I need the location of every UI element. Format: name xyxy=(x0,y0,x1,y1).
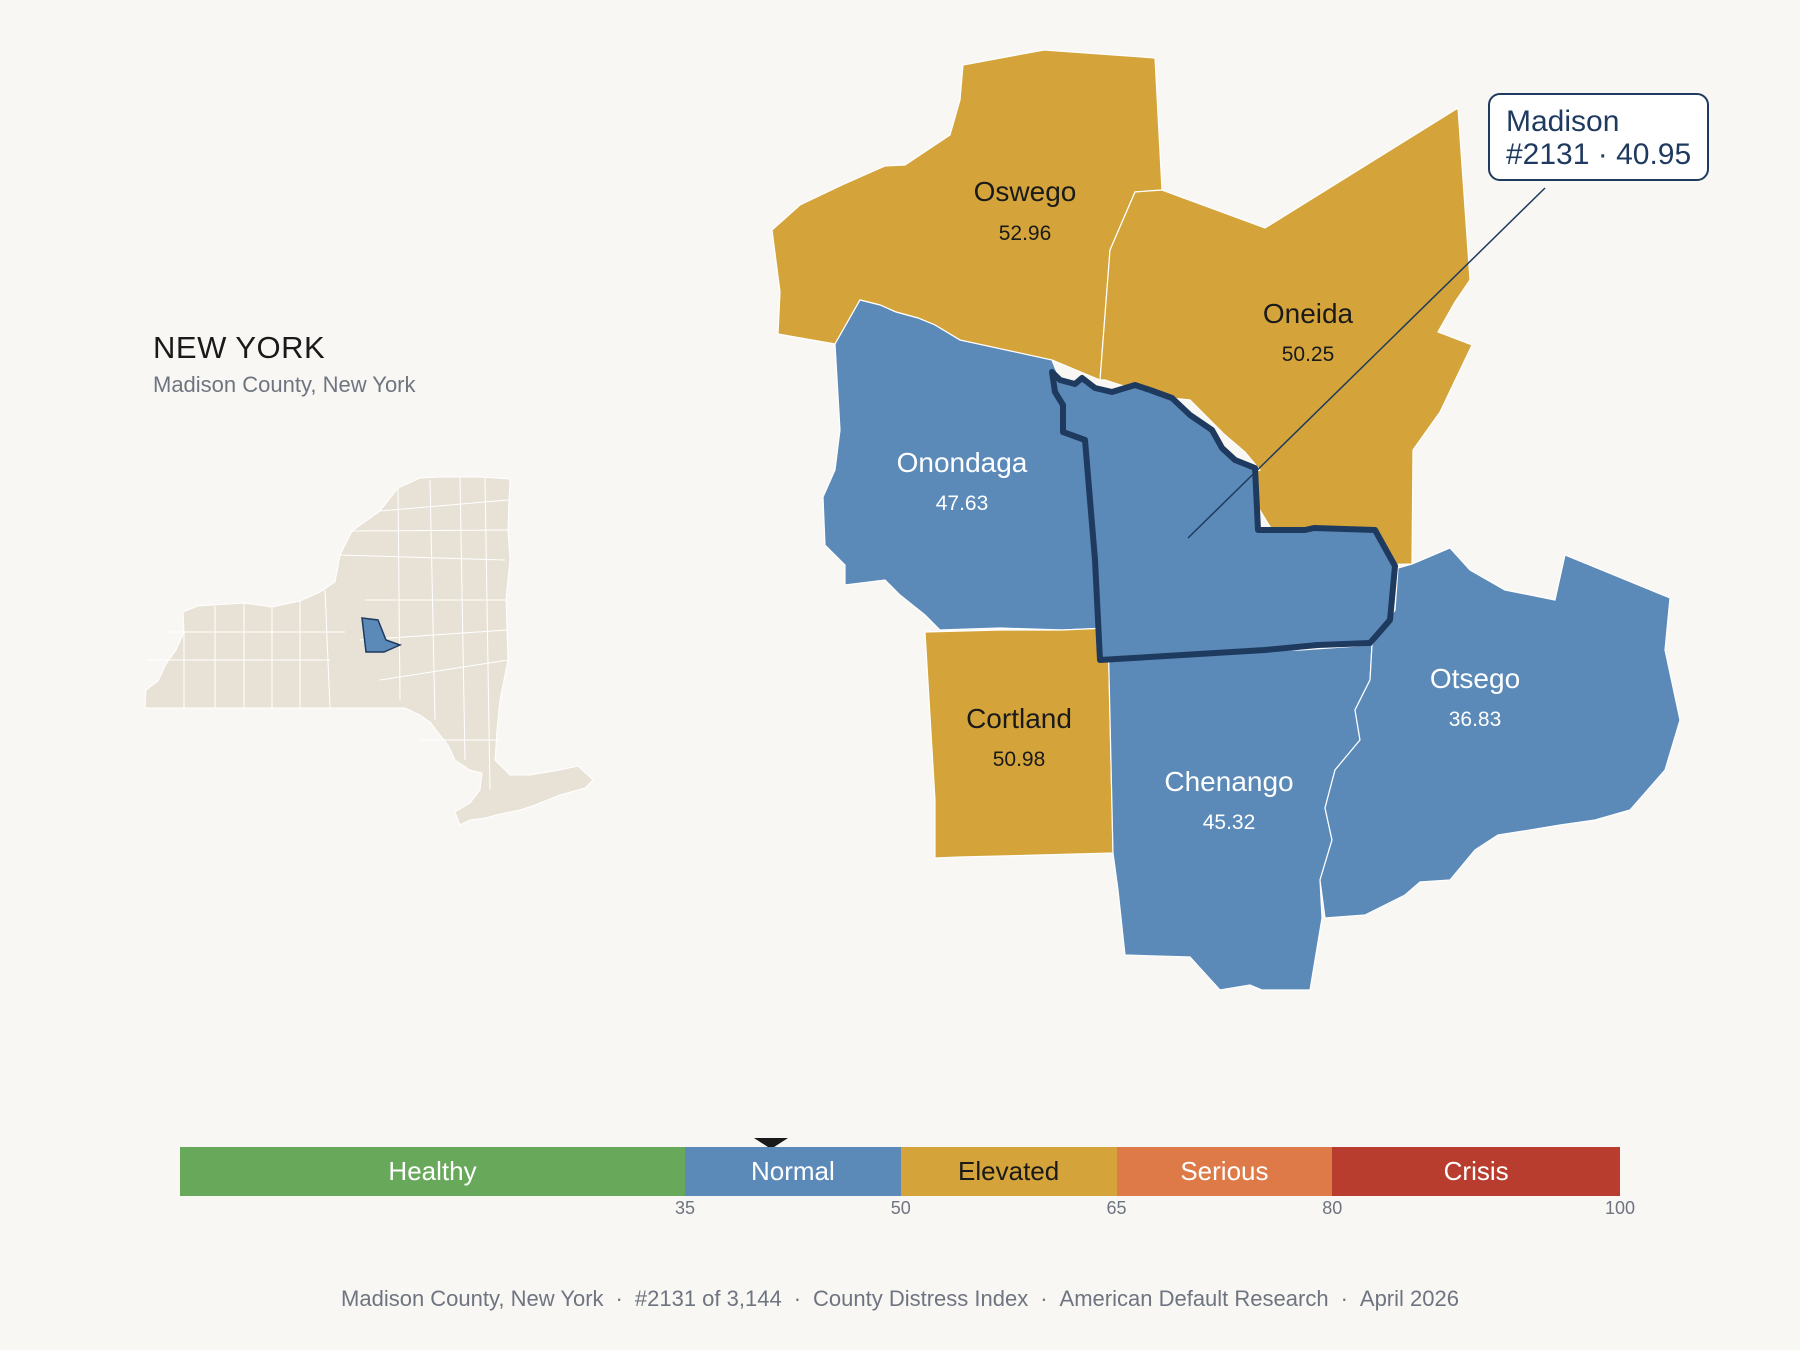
footer-credits: Madison County, New York · #2131 of 3,144 ·… xyxy=(0,1286,1800,1312)
county-name-otsego: Otsego xyxy=(1430,663,1520,694)
legend-tick-label: 80 xyxy=(1322,1198,1343,1218)
inset-highlight-madison xyxy=(361,617,403,653)
county-value-oswego: 52.96 xyxy=(999,222,1052,245)
county-name-cortland: Cortland xyxy=(966,703,1072,734)
inset-county-lines xyxy=(146,477,509,791)
state-subtitle: Madison County, New York xyxy=(153,372,416,397)
legend-segment-serious: Serious xyxy=(1116,1147,1333,1196)
footer-separator: · xyxy=(615,1286,623,1311)
footer-item: April 2026 xyxy=(1359,1286,1459,1311)
legend-tick-label: 35 xyxy=(674,1198,696,1218)
county-name-chenango: Chenango xyxy=(1164,766,1293,797)
county-madison[interactable] xyxy=(1049,369,1398,663)
county-value-chenango: 45.32 xyxy=(1203,811,1256,834)
legend-segment-healthy: Healthy xyxy=(180,1147,685,1196)
county-layer xyxy=(771,49,1681,991)
footer-item: #2131 of 3,144 xyxy=(634,1286,782,1311)
legend-tick-label: 100 xyxy=(1604,1198,1636,1218)
footer-separator: · xyxy=(793,1286,802,1311)
county-value-cortland: 50.98 xyxy=(993,748,1046,771)
footer-separator: · xyxy=(1340,1286,1348,1311)
footer-item: Madison County, New York xyxy=(341,1286,604,1311)
county-name-onondaga: Onondaga xyxy=(897,447,1028,478)
state-title: NEW YORK xyxy=(153,330,326,365)
legend-tick-label: 50 xyxy=(890,1198,911,1218)
legend-tick-label: 65 xyxy=(1106,1198,1127,1218)
county-name-oneida: Oneida xyxy=(1263,298,1354,329)
county-value-otsego: 36.83 xyxy=(1449,708,1502,731)
footer-separator: · xyxy=(1040,1286,1048,1311)
county-value-oneida: 50.25 xyxy=(1282,343,1335,366)
callout-leader-line xyxy=(1187,187,1546,539)
county-cortland[interactable] xyxy=(924,627,1114,859)
footer-item: County Distress Index xyxy=(813,1286,1029,1311)
county-otsego[interactable] xyxy=(1319,547,1681,919)
legend-segment-elevated: Elevated xyxy=(900,1147,1117,1196)
callout-detail: #2131 · 40.95 xyxy=(1506,138,1692,171)
legend-segment-crisis: Crisis xyxy=(1332,1147,1620,1196)
state-inset-map xyxy=(144,476,594,826)
callout-name: Madison xyxy=(1506,105,1620,138)
madison-callout: Madison #2131 · 40.95 xyxy=(1488,93,1710,181)
legend-scale-bar: Healthy Normal Elevated Serious Crisis xyxy=(180,1147,1620,1197)
legend-segment-normal: Normal xyxy=(685,1147,901,1196)
county-name-oswego: Oswego xyxy=(974,176,1077,207)
legend-pointer-marker xyxy=(753,1138,788,1149)
county-labels: Oswego 52.96 Oneida 50.25 Onondaga 47.63… xyxy=(897,176,1521,834)
footer-item: American Default Research xyxy=(1059,1286,1329,1311)
county-value-onondaga: 47.63 xyxy=(936,492,989,515)
